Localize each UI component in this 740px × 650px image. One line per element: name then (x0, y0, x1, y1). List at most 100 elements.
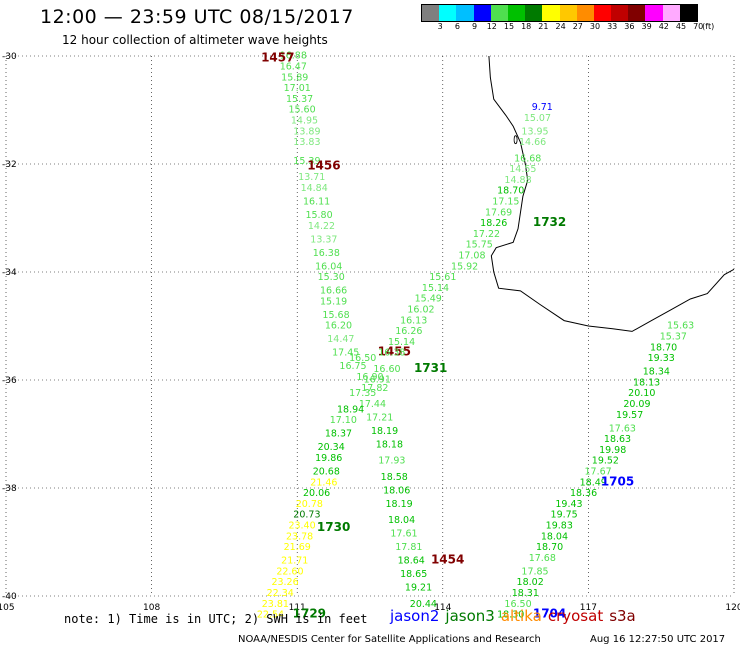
island-path (513, 135, 518, 145)
wave-height-value: 19.43 (555, 499, 582, 510)
wave-height-value: 15.14 (422, 283, 449, 294)
colorbar-tick-label: 33 (607, 22, 618, 31)
pass-time-label: 1730 (317, 520, 350, 534)
legend-entry-cryosat: cryosat (547, 607, 604, 625)
wave-height-value: 13.37 (310, 234, 337, 245)
lon-tick-label: 114 (434, 603, 451, 613)
wave-height-value: 22.60 (276, 566, 303, 577)
wave-height-value: 18.65 (400, 569, 427, 580)
colorbar-tick-label: 42 (658, 22, 669, 31)
wave-height-value: 17.69 (485, 207, 512, 218)
colorbar-tick-label: 39 (641, 22, 652, 31)
wave-height-value: 19.75 (551, 510, 578, 521)
lon-tick-label: 120 (725, 603, 740, 613)
wave-height-value: 9.71 (532, 102, 553, 113)
wave-height-value: 17.67 (585, 467, 612, 478)
wave-height-value: 16.50 (349, 353, 376, 364)
wave-height-value: 18.94 (337, 404, 364, 415)
wave-height-value: 19.33 (648, 353, 675, 364)
wave-height-value: 13.71 (298, 172, 325, 183)
wave-height-value: 18.26 (480, 218, 507, 229)
pass-time-label: 1731 (414, 361, 447, 375)
colorbar-cell (473, 5, 491, 21)
pass-time-label: 1732 (533, 215, 566, 229)
colorbar-tick-label: 21 (538, 22, 549, 31)
wave-height-value: 21.46 (310, 477, 337, 488)
wave-height-value: 17.35 (349, 388, 376, 399)
pass-time-label: 1457 (261, 50, 294, 64)
wave-height-value: 15.37 (286, 94, 313, 105)
lon-tick-label: 117 (580, 603, 597, 613)
wave-height-value: 15.89 (281, 72, 308, 83)
colorbar-cell (679, 5, 697, 21)
wave-height-value: 15.61 (429, 272, 456, 283)
wave-height-value: 15.39 (293, 156, 320, 167)
wave-height-value: 19.57 (616, 410, 643, 421)
wave-height-value: 15.75 (466, 240, 493, 251)
wave-height-value: 15.68 (322, 310, 349, 321)
wave-height-value: 14.47 (327, 334, 354, 345)
colorbar-cell (507, 5, 526, 21)
wave-height-value: 23.40 (288, 521, 315, 532)
wave-height-value: 18.70 (536, 542, 563, 553)
wave-height-value: 15.30 (318, 272, 345, 283)
colorbar-tick-label: 18 (521, 22, 532, 31)
colorbar-cell (542, 5, 560, 21)
wave-height-value: 16.13 (400, 315, 427, 326)
lat-tick-label: -40 (2, 592, 17, 602)
wave-height-value: 18.70 (497, 186, 524, 197)
wave-height-value: 20.34 (318, 442, 345, 453)
wave-height-value: 20.10 (628, 388, 655, 399)
wave-height-value: 17.63 (609, 423, 636, 434)
wave-height-value: 19.21 (405, 583, 432, 594)
colorbar-cell (662, 5, 680, 21)
wave-height-value: 17.08 (458, 251, 485, 262)
wave-height-value: 16.11 (303, 197, 330, 208)
coastline (488, 55, 735, 332)
wave-height-value: 16.66 (320, 286, 347, 297)
wave-height-value: 14.22 (308, 221, 335, 232)
legend-entry-s3a: s3a (609, 607, 636, 625)
wave-height-value: 18.19 (371, 426, 398, 437)
wave-height-value: 23.26 (271, 577, 298, 588)
colorbar-cell (611, 5, 629, 21)
wave-height-value: 22.54 (257, 610, 284, 621)
lat-tick-label: -34 (2, 268, 17, 278)
wave-height-value: 13.95 (521, 126, 548, 137)
wave-height-value: 18.31 (512, 588, 539, 599)
map-title: 12:00 — 23:59 UTC 08/15/2017 (40, 6, 354, 28)
wave-height-value: 18.06 (383, 485, 410, 496)
wave-height-value: 16.50 (504, 599, 531, 610)
wave-height-value: 15.19 (320, 296, 347, 307)
wave-height-value: 17.85 (521, 566, 548, 577)
wave-height-value: 18.49 (580, 477, 607, 488)
colorbar-cell (490, 5, 508, 21)
wave-height-value: 21.71 (281, 556, 308, 567)
wave-height-value: 18.70 (650, 342, 677, 353)
wave-height-value: 13.89 (293, 126, 320, 137)
lat-tick-label: -38 (2, 484, 17, 494)
wave-height-value: 14.55 (509, 164, 536, 175)
wave-height-value: 19.98 (599, 445, 626, 456)
wave-height-value: 20.44 (410, 599, 437, 610)
wave-height-value: 20.06 (303, 488, 330, 499)
wave-height-value: 15.63 (667, 321, 694, 332)
wave-height-value: 15.92 (451, 261, 478, 272)
wave-height-value: 18.64 (398, 556, 425, 567)
wave-height-value: 18.37 (325, 429, 352, 440)
footer-timestamp: Aug 16 12:27:50 UTC 2017 (590, 634, 726, 645)
satellite-legend: jason2 jason3 altika cryosat s3a (390, 607, 642, 625)
footer-credit: NOAA/NESDIS Center for Satellite Applica… (238, 634, 541, 645)
wave-height-value: 17.22 (473, 229, 500, 240)
wave-height-value: 17.82 (361, 383, 388, 394)
wave-height-value: 15.07 (524, 113, 551, 124)
colorbar-tick-label: 12 (486, 22, 497, 31)
colorbar-tick-label: 9 (472, 22, 478, 31)
wave-height-value: 18.36 (570, 488, 597, 499)
colorbar-tick-label: 24 (555, 22, 566, 31)
colorbar-tick-label: 27 (572, 22, 583, 31)
wave-height-value: 18.34 (643, 367, 670, 378)
lat-lon-grid (5, 55, 735, 597)
colorbar-tick-label: 15 (503, 22, 515, 31)
